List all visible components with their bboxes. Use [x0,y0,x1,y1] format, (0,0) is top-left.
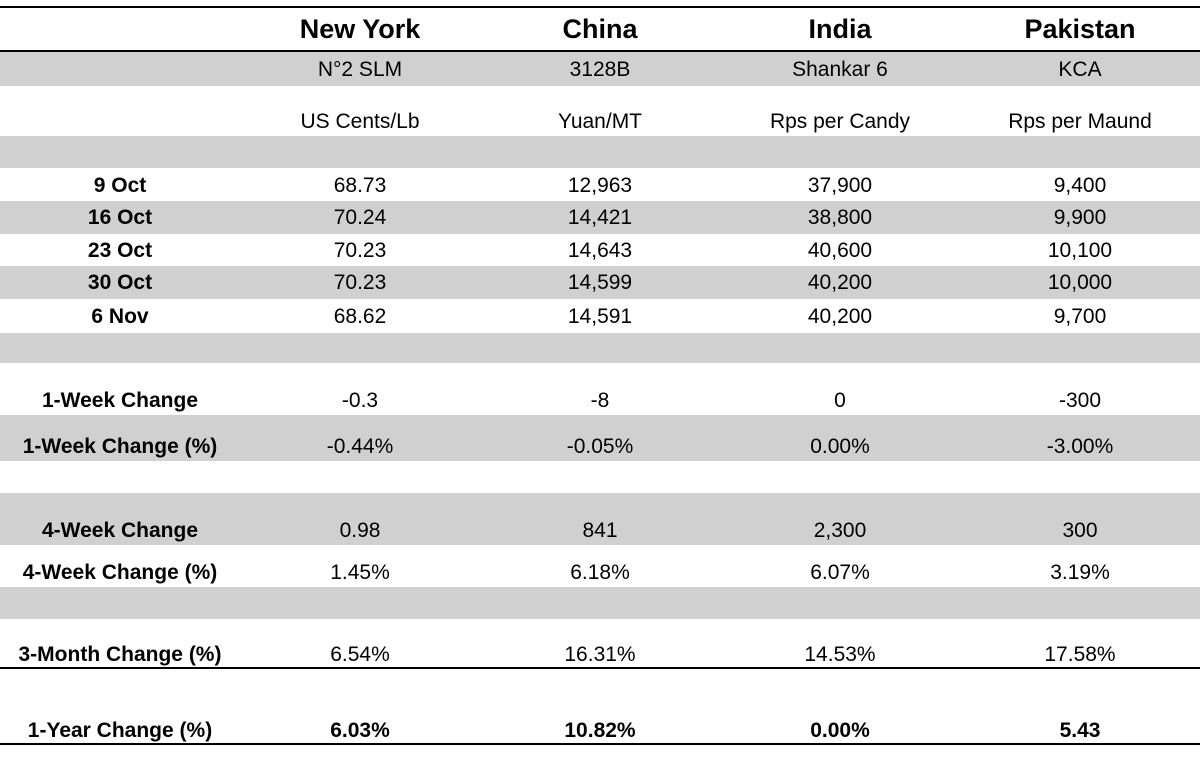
market-name: India [808,13,872,44]
price-value: 10,100 [1047,238,1113,262]
market-unit: US Cents/Lb [300,110,420,133]
market-header-row: New York China India Pakistan [0,8,1200,50]
price-value: 40,200 [807,271,873,294]
change-value: 0.00% [810,435,870,458]
price-value: 10,000 [1047,271,1113,294]
change-label: 1-Week Change (%) [22,435,218,458]
change-row: 3-Month Change (%) 6.54% 16.31% 14.53% 1… [0,619,1200,667]
change-value: 16.31% [564,643,636,666]
price-value: 40,200 [807,304,873,328]
market-name: Pakistan [1024,13,1136,44]
price-value: 14,643 [567,238,633,262]
change-value: 6.07% [810,561,870,584]
grade-row: N°2 SLM 3128B Shankar 6 KCA [0,52,1200,86]
market-grade: 3128B [569,57,631,81]
price-value: 38,800 [807,206,873,229]
row-date: 9 Oct [93,174,147,197]
change-row: 1-Week Change (%) -0.44% -0.05% 0.00% -3… [0,415,1200,461]
change-value: 841 [582,519,618,542]
change-value: -0.44% [326,435,394,458]
change-value: -8 [590,389,610,412]
price-value: 70.24 [333,206,387,229]
change-row: 4-Week Change (%) 1.45% 6.18% 6.07% 3.19… [0,545,1200,587]
unit-row: US Cents/Lb Yuan/MT Rps per Candy Rps pe… [0,86,1200,134]
change-value: 6.03% [330,719,390,742]
change-value: -3.00% [1046,435,1114,458]
price-row: 6 Nov 68.62 14,591 40,200 9,700 [0,299,1200,333]
price-value: 14,421 [567,206,633,229]
change-value: -0.05% [566,435,634,458]
price-value: 14,599 [567,271,633,294]
market-grade: KCA [1058,57,1102,81]
price-row: 16 Oct 70.24 14,421 38,800 9,900 [0,201,1200,234]
change-label: 3-Month Change (%) [18,643,222,666]
price-value: 12,963 [567,174,633,197]
price-value: 37,900 [807,174,873,197]
market-unit: Rps per Maund [1008,110,1152,133]
price-row: 9 Oct 68.73 12,963 37,900 9,400 [0,170,1200,201]
change-row: 1-Year Change (%) 6.03% 10.82% 0.00% 5.4… [0,669,1200,743]
change-row: 1-Week Change -0.3 -8 0 -300 [0,363,1200,415]
market-grade: Shankar 6 [792,57,888,81]
bottom-border [0,743,1200,745]
market-grade: N°2 SLM [317,57,403,81]
row-date: 23 Oct [87,238,153,262]
market-unit: Rps per Candy [769,110,911,133]
price-value: 68.73 [333,174,387,197]
market-unit: Yuan/MT [557,110,643,133]
change-value: 0.98 [339,519,381,542]
row-date: 16 Oct [87,206,153,229]
year-top-border [0,667,1200,669]
spacer-row [0,333,1200,363]
change-value: 5.43 [1059,719,1101,742]
price-row: 30 Oct 70.23 14,599 40,200 10,000 [0,266,1200,299]
price-value: 9,700 [1053,304,1107,328]
market-name: New York [299,13,421,44]
change-label: 1-Week Change [42,389,198,412]
price-value: 70.23 [333,271,387,294]
price-value: 14,591 [567,304,633,328]
row-date: 30 Oct [87,271,153,294]
spacer-row [0,136,1200,168]
row-date: 6 Nov [91,304,149,328]
change-value: 300 [1062,519,1098,542]
change-value: 3.19% [1050,561,1110,584]
price-value: 68.62 [333,304,387,328]
market-name: China [562,13,638,44]
change-value: 2,300 [813,519,867,542]
price-row: 23 Oct 70.23 14,643 40,600 10,100 [0,234,1200,266]
change-value: 0.00% [810,719,870,742]
change-value: 1.45% [330,561,390,584]
change-value: 14.53% [804,643,876,666]
change-value: 0 [834,389,846,412]
change-value: 10.82% [564,719,636,742]
change-value: 17.58% [1044,643,1116,666]
change-value: -300 [1058,389,1102,412]
top-border [0,6,1200,8]
price-value: 9,900 [1053,206,1107,229]
change-value: 6.18% [570,561,630,584]
change-label: 4-Week Change (%) [22,561,218,584]
price-value: 70.23 [333,238,387,262]
price-value: 40,600 [807,238,873,262]
change-label: 4-Week Change [42,519,198,542]
change-value: 6.54% [330,643,390,666]
spacer-row [0,587,1200,619]
change-row: 4-Week Change 0.98 841 2,300 300 [0,493,1200,545]
change-label: 1-Year Change (%) [27,719,213,742]
change-value: -0.3 [341,389,379,412]
price-value: 9,400 [1053,174,1107,197]
header-border [0,50,1200,52]
